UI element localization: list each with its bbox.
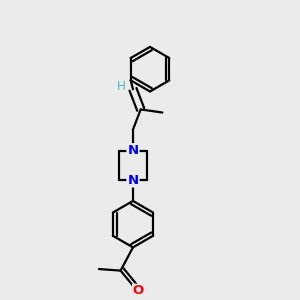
Text: O: O	[133, 284, 144, 297]
Text: N: N	[128, 173, 139, 187]
Text: N: N	[128, 144, 139, 157]
Text: H: H	[117, 80, 126, 93]
